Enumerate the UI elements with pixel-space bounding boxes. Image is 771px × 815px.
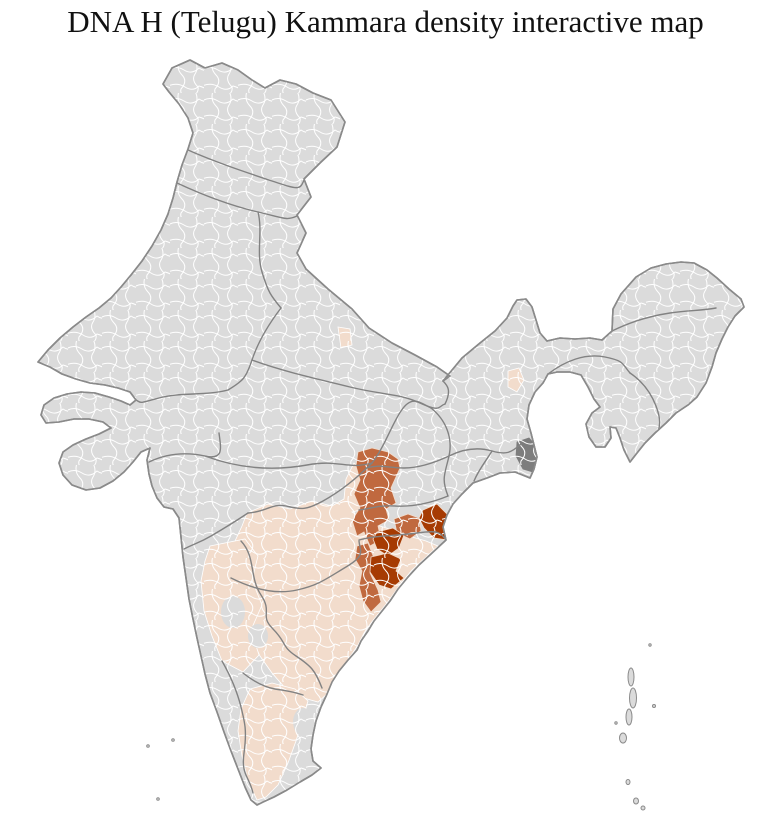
state-border-line bbox=[371, 400, 432, 464]
state-border-line bbox=[251, 359, 446, 409]
state-border-line bbox=[358, 495, 449, 511]
island-little-andaman[interactable] bbox=[619, 732, 627, 744]
state-border-line bbox=[135, 389, 229, 404]
island-dot[interactable] bbox=[648, 643, 652, 647]
island-dot[interactable] bbox=[614, 721, 618, 725]
state-border-line bbox=[358, 531, 447, 541]
state-border-line bbox=[611, 307, 717, 332]
island-nicobar[interactable] bbox=[625, 779, 631, 785]
state-border-line bbox=[240, 540, 323, 689]
state-border-line bbox=[257, 211, 282, 309]
state-border-line bbox=[547, 355, 631, 375]
page-title: DNA H (Telugu) Kammara density interacti… bbox=[67, 4, 704, 39]
island-lakshadweep[interactable] bbox=[146, 744, 150, 748]
state-border-line bbox=[187, 149, 305, 189]
island-nicobar[interactable] bbox=[640, 805, 646, 811]
island-lakshadweep[interactable] bbox=[171, 738, 175, 742]
state-border-line bbox=[442, 380, 450, 405]
state-border-line bbox=[221, 660, 254, 794]
state-border-line bbox=[204, 455, 373, 469]
india-outline bbox=[37, 59, 745, 806]
state-border-line bbox=[365, 455, 450, 469]
state-border-line bbox=[247, 462, 373, 514]
state-border-line bbox=[230, 540, 362, 593]
island-nicobar[interactable] bbox=[633, 797, 639, 805]
state-border-line bbox=[183, 512, 249, 550]
island-groups bbox=[146, 643, 656, 811]
island-andaman[interactable] bbox=[627, 667, 635, 687]
island-dot[interactable] bbox=[652, 704, 656, 708]
state-border-line bbox=[473, 450, 493, 482]
island-andaman[interactable] bbox=[625, 708, 633, 726]
island-andaman[interactable] bbox=[629, 687, 637, 709]
state-border-line bbox=[242, 672, 304, 696]
island-lakshadweep[interactable] bbox=[156, 797, 160, 801]
